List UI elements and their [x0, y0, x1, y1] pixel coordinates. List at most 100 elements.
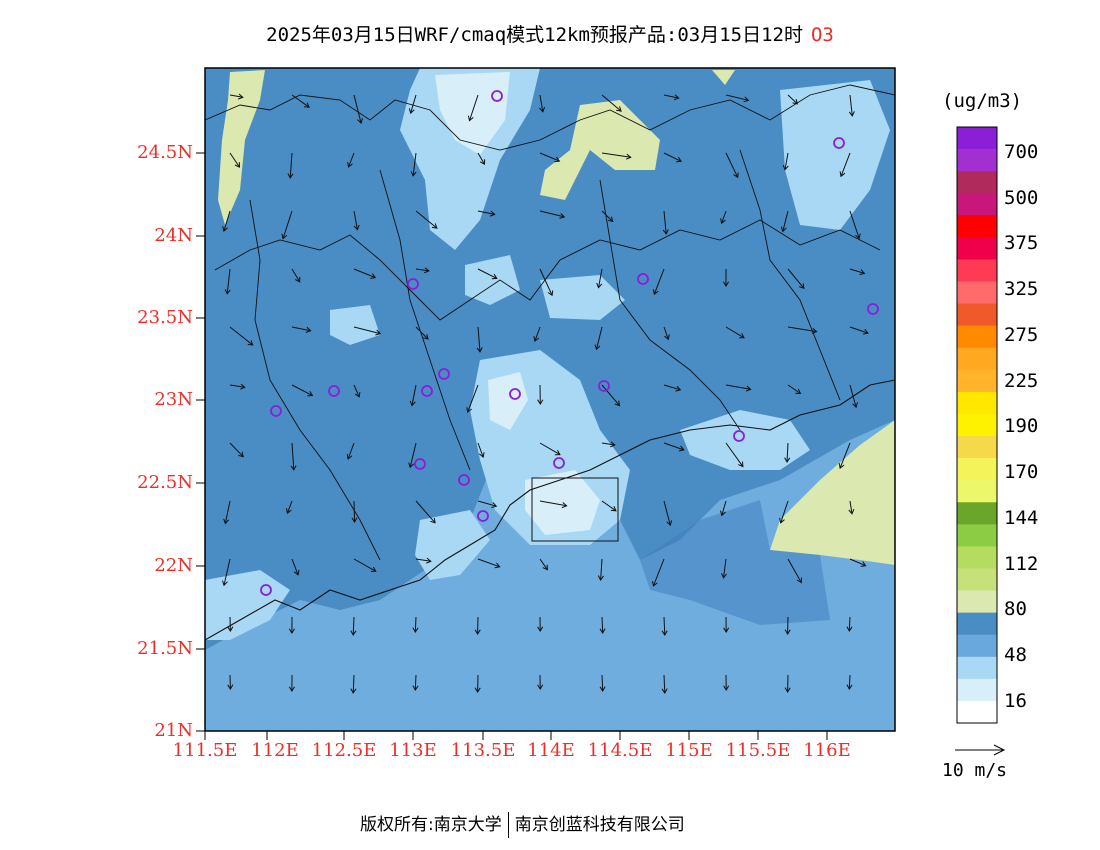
concentration-region-low — [540, 100, 660, 200]
lon-label: 114.5E — [587, 740, 653, 761]
colorbar-swatch — [957, 325, 997, 349]
wind-arrow — [352, 674, 355, 694]
wind-arrow-head — [491, 273, 498, 280]
footer-divider — [507, 812, 509, 838]
wind-arrow-head — [664, 334, 670, 341]
monitoring-station-marker — [733, 430, 745, 442]
wind-arrow — [477, 558, 500, 568]
wind-arrow-head — [597, 575, 604, 581]
copyright-owner: 版权所有:南京大学 — [360, 815, 502, 835]
wind-arrow — [725, 442, 744, 467]
wind-arrow — [229, 152, 240, 168]
wind-arrow-head — [610, 441, 616, 448]
wind-arrow-head — [370, 566, 377, 572]
wind-arrow-head — [304, 102, 310, 108]
wind-arrow-head — [675, 385, 682, 392]
wind-arrow-head — [466, 407, 472, 414]
wind-arrow — [601, 500, 617, 512]
colorbar-swatch — [957, 436, 997, 459]
wind-arrow — [849, 210, 860, 239]
wind-arrow-head — [722, 281, 730, 287]
wind-arrow-head — [422, 334, 429, 340]
concentration-region-low — [712, 70, 735, 85]
colorbar-frame — [956, 126, 998, 724]
wind-arrow-head — [561, 502, 568, 509]
wind-arrow-head — [227, 684, 234, 690]
colorbar-swatch — [957, 700, 997, 724]
wind-arrow — [663, 442, 684, 451]
wind-arrow — [291, 94, 310, 108]
wind-arrow — [849, 384, 857, 408]
colorbar-swatch — [957, 171, 997, 194]
wind-arrow — [782, 210, 789, 232]
species-label: O3 — [810, 24, 834, 46]
wind-arrow — [849, 558, 866, 567]
wind-arrow-head — [554, 449, 561, 456]
wind-arrow-head — [354, 391, 361, 398]
wind-arrow-head — [237, 93, 244, 100]
wind-arrow-head — [424, 267, 430, 274]
wind-arrow-head — [720, 510, 726, 517]
monitoring-station-marker — [421, 385, 433, 397]
wind-arrow-head — [234, 162, 241, 168]
concentration-region-light — [465, 255, 520, 305]
colorbar — [956, 126, 998, 724]
colorbar-swatch — [957, 590, 997, 613]
wind-arrow-head — [370, 273, 377, 279]
wind-arrow-head — [811, 328, 818, 334]
colorbar-swatch — [957, 678, 997, 702]
wind-arrow-head — [559, 213, 566, 219]
wind-arrow — [839, 442, 851, 469]
wind-arrow-head — [409, 400, 416, 407]
lon-label: 114E — [527, 740, 575, 761]
wind-arrow — [849, 326, 869, 334]
wind-arrow — [787, 384, 801, 394]
wind-arrow-head — [281, 233, 288, 240]
wind-arrow-head — [350, 630, 357, 636]
colorbar-label: 170 — [1004, 461, 1039, 483]
wind-arrow-head — [222, 580, 228, 587]
wind-arrow — [291, 442, 295, 470]
wind-arrow-head — [353, 224, 360, 231]
lat-label: 24N — [154, 225, 193, 246]
wind-arrow-head — [357, 118, 363, 125]
wind-arrow-head — [408, 108, 415, 115]
wind-arrow — [291, 268, 301, 283]
lon-label: 113E — [389, 740, 437, 761]
wind-arrow-head — [410, 171, 417, 177]
wind-arrow-head — [739, 333, 745, 339]
colorbar-swatch — [957, 347, 997, 371]
station-markers — [260, 90, 879, 596]
lat-tick-marks — [196, 152, 205, 732]
wind-arrow — [414, 616, 417, 633]
colorbar-swatch — [957, 546, 997, 569]
colorbar-swatch — [957, 413, 997, 437]
colorbar-unit: (ug/m3) — [942, 90, 1023, 112]
wind-arrow-head — [554, 156, 561, 163]
wind-arrow — [784, 152, 789, 170]
wind-arrow-head — [223, 518, 230, 525]
wind-arrow-head — [542, 564, 548, 571]
wind-arrow-head — [426, 557, 432, 564]
wind-arrow-head — [720, 218, 726, 225]
lat-label: 23.5N — [137, 307, 193, 328]
wind-arrow — [469, 94, 479, 121]
wind-arrow-head — [838, 463, 845, 469]
wind-arrow-head — [676, 156, 682, 163]
wind-arrow-head — [222, 226, 228, 233]
wind-arrow — [840, 152, 851, 177]
wind-arrow — [787, 326, 817, 333]
wind-arrow — [787, 268, 805, 289]
wind-arrow-head — [614, 400, 621, 407]
colorbar-swatch — [957, 391, 997, 415]
colorbar-label: 16 — [1004, 690, 1027, 712]
wind-arrow — [353, 326, 381, 335]
colorbar-label: 80 — [1004, 598, 1027, 620]
wind-arrow-head — [596, 282, 603, 289]
wind-arrow-head — [474, 687, 481, 693]
wind-arrow-head — [491, 502, 498, 508]
wind-arrow-head — [860, 561, 867, 567]
colorbar-label: 375 — [1004, 232, 1039, 254]
colorbar-label: 112 — [1004, 553, 1039, 575]
wind-arrow-head — [784, 687, 791, 693]
